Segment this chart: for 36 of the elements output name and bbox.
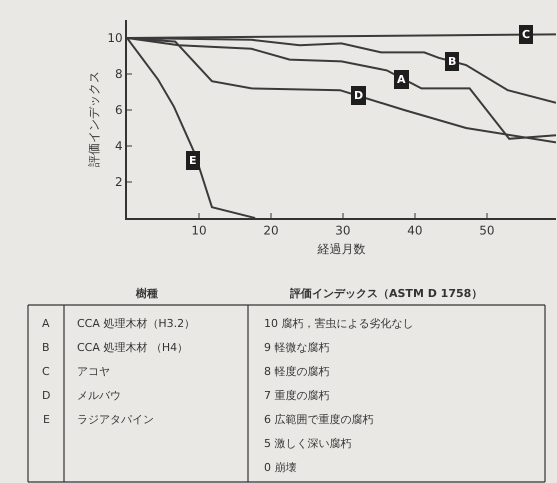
text: 5 激しく深い腐朽 xyxy=(264,437,352,450)
text: B xyxy=(42,341,50,354)
text: 8 軽度の腐朽 xyxy=(264,365,330,378)
text: C xyxy=(42,365,50,378)
annotation: D xyxy=(354,89,364,102)
text: CCA 処理木材 （H4） xyxy=(77,341,188,354)
x-tick-label: 20 xyxy=(263,223,279,238)
text: アコヤ xyxy=(77,365,110,378)
text: 6 広範囲で重度の腐朽 xyxy=(264,413,374,426)
x-tick-label: 30 xyxy=(335,223,351,238)
text: 9 軽微な腐朽 xyxy=(264,341,330,354)
text: ラジアタパイン xyxy=(77,413,154,426)
annotation: C xyxy=(522,28,530,41)
text: 10 腐朽，害虫による劣化なし xyxy=(264,317,414,330)
text: E xyxy=(43,413,50,426)
annotation: A xyxy=(397,73,406,86)
text: 樹種 xyxy=(135,287,158,300)
text: CCA 処理木材（H3.2） xyxy=(77,317,196,330)
text: 7 重度の腐朽 xyxy=(264,389,330,402)
y-tick-label: 2 xyxy=(114,175,123,190)
x-tick-label: 40 xyxy=(407,223,423,238)
text: 評価インデックス（ASTM D 1758） xyxy=(289,287,482,300)
y-tick-label: 8 xyxy=(114,67,123,82)
y-tick-label: 6 xyxy=(114,103,123,118)
y-tick-label: 10 xyxy=(107,31,123,46)
text: A xyxy=(42,317,50,330)
y-axis-title: 評価インデックス xyxy=(87,71,102,167)
annotation: E xyxy=(189,154,197,167)
text: メルバウ xyxy=(77,389,121,402)
x-tick-label: 50 xyxy=(479,223,495,238)
text: 0 崩壊 xyxy=(264,461,296,474)
y-tick-label: 4 xyxy=(114,139,123,154)
x-axis-title: 経過月数 xyxy=(316,242,366,256)
annotation: B xyxy=(448,55,456,68)
text: D xyxy=(42,389,50,402)
x-tick-label: 10 xyxy=(191,223,207,238)
